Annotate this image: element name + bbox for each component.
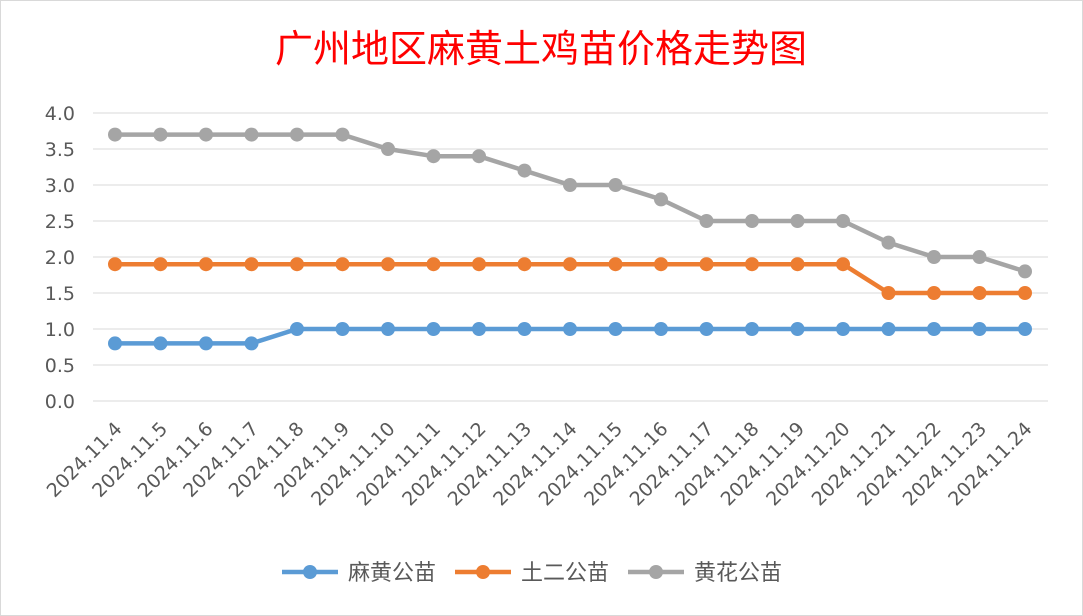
data-point	[1018, 286, 1032, 300]
data-point	[699, 322, 714, 336]
data-point	[290, 127, 304, 142]
series-lines	[108, 127, 1032, 351]
y-tick-label: 0.5	[45, 355, 75, 377]
data-point	[836, 322, 850, 336]
data-point	[108, 336, 122, 351]
data-point	[790, 322, 805, 336]
data-point	[745, 322, 759, 336]
legend-item: 土二公苗	[455, 561, 609, 586]
data-point	[972, 286, 987, 300]
data-point	[335, 127, 350, 142]
data-point	[290, 322, 304, 336]
data-point	[381, 257, 395, 272]
data-point	[881, 235, 896, 250]
y-axis-tick-labels: 0.0 0.5 1.0 1.5 2.0 2.5 3.0 3.5 4.0	[45, 103, 75, 413]
data-point	[699, 257, 714, 272]
data-point	[608, 178, 623, 192]
data-point	[290, 257, 304, 272]
y-tick-label: 1.5	[45, 283, 75, 305]
data-point	[654, 322, 668, 336]
legend-marker	[476, 565, 490, 579]
data-point	[1018, 264, 1032, 279]
data-point	[426, 257, 441, 272]
series-3	[108, 127, 1032, 279]
data-point	[608, 322, 623, 336]
data-point	[335, 257, 350, 272]
data-point	[335, 322, 350, 336]
legend-marker	[303, 565, 317, 579]
data-point	[563, 257, 577, 272]
data-point	[881, 286, 896, 300]
gridlines	[93, 112, 1048, 402]
y-tick-label: 1.0	[45, 319, 75, 341]
legend-item: 麻黄公苗	[282, 561, 436, 586]
data-point	[426, 322, 441, 336]
data-point	[244, 127, 259, 142]
y-tick-label: 3.5	[45, 139, 75, 161]
data-point	[563, 322, 577, 336]
data-point	[244, 336, 259, 351]
legend-label: 黄花公苗	[694, 561, 782, 586]
data-point	[426, 149, 441, 164]
data-point	[108, 127, 122, 142]
data-point	[745, 214, 759, 228]
data-point	[654, 192, 668, 207]
data-point	[927, 322, 941, 336]
data-point	[927, 286, 941, 300]
data-point	[153, 257, 168, 272]
data-point	[790, 214, 805, 228]
data-point	[244, 257, 259, 272]
y-tick-label: 4.0	[45, 103, 75, 125]
data-point	[517, 163, 532, 178]
data-point	[199, 127, 213, 142]
data-point	[699, 214, 714, 228]
data-point	[881, 322, 896, 336]
data-point	[517, 322, 532, 336]
data-point	[563, 178, 577, 192]
series-2	[108, 257, 1032, 300]
legend-label: 麻黄公苗	[348, 561, 436, 586]
data-point	[108, 257, 122, 272]
data-point	[472, 149, 486, 164]
legend-marker	[649, 565, 663, 579]
y-tick-label: 0.0	[45, 391, 75, 413]
data-point	[153, 336, 168, 351]
data-point	[199, 336, 213, 351]
legend-item: 黄花公苗	[628, 561, 782, 586]
data-point	[836, 214, 850, 228]
data-point	[972, 250, 987, 264]
y-tick-label: 3.0	[45, 175, 75, 197]
series-1	[108, 322, 1032, 351]
data-point	[972, 322, 987, 336]
data-point	[836, 257, 850, 272]
legend-label: 土二公苗	[521, 561, 609, 586]
data-point	[608, 257, 623, 272]
chart-title: 广州地区麻黄土鸡苗价格走势图	[275, 27, 807, 71]
data-point	[381, 322, 395, 336]
legend: 麻黄公苗 土二公苗 黄花公苗	[282, 561, 782, 586]
data-point	[745, 257, 759, 272]
data-point	[472, 257, 486, 272]
data-point	[654, 257, 668, 272]
data-point	[381, 142, 395, 156]
data-point	[790, 257, 805, 272]
data-point	[927, 250, 941, 264]
data-point	[472, 322, 486, 336]
y-tick-label: 2.0	[45, 247, 75, 269]
data-point	[199, 257, 213, 272]
y-tick-label: 2.5	[45, 211, 75, 233]
data-point	[153, 127, 168, 142]
data-point	[517, 257, 532, 272]
data-point	[1018, 322, 1032, 336]
